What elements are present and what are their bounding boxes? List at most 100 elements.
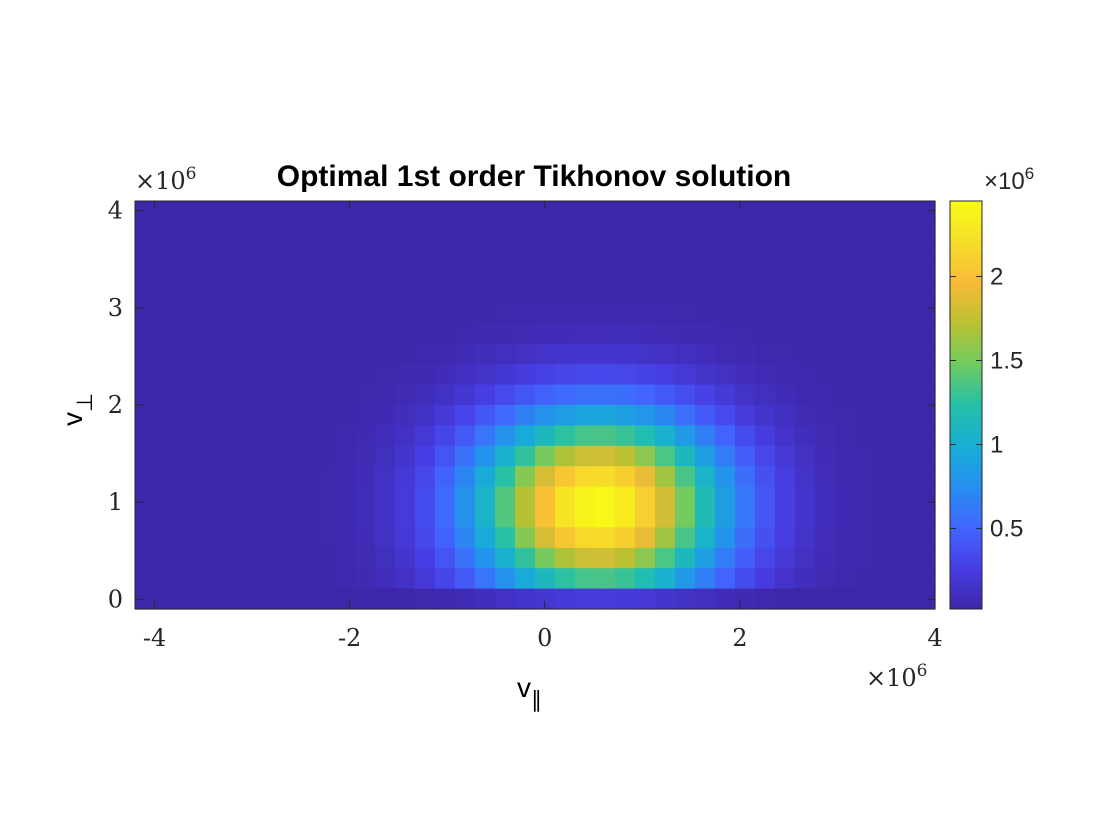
heatmap-cell <box>515 425 536 447</box>
heatmap-cell <box>655 466 676 488</box>
heatmap-cell <box>315 425 336 447</box>
heatmap-cell <box>175 568 196 590</box>
heatmap-cell <box>875 445 896 467</box>
heatmap-cell <box>215 282 236 304</box>
heatmap-cell <box>495 221 516 243</box>
heatmap-cell <box>635 384 656 406</box>
heatmap-cell <box>535 445 556 467</box>
heatmap-cell <box>255 486 276 508</box>
heatmap-cell <box>575 425 596 447</box>
heatmap-cell <box>335 405 356 426</box>
heatmap-cell <box>155 241 176 263</box>
heatmap-cell <box>455 343 476 365</box>
heatmap-cell <box>695 201 716 222</box>
heatmap-cell <box>895 405 916 426</box>
heatmap-cell <box>135 201 156 222</box>
heatmap-cell <box>535 466 556 488</box>
heatmap-cell <box>455 201 476 222</box>
heatmap-cell <box>915 527 936 549</box>
heatmap-cell <box>195 486 216 508</box>
heatmap-cell <box>595 486 616 508</box>
heatmap-cell <box>835 466 856 488</box>
heatmap-cell <box>775 568 796 590</box>
heatmap-cell <box>675 486 696 508</box>
heatmap-cell <box>315 405 336 426</box>
heatmap-cell <box>315 568 336 590</box>
heatmap-cell <box>655 527 676 549</box>
heatmap-cell <box>515 364 536 386</box>
heatmap-cell <box>795 547 816 569</box>
heatmap-cell <box>455 425 476 447</box>
heatmap-cell <box>875 588 896 610</box>
heatmap-cell <box>555 343 576 365</box>
heatmap-cell <box>175 343 196 365</box>
heatmap-cell <box>275 425 296 447</box>
heatmap-cell <box>835 201 856 222</box>
heatmap-cell <box>715 466 736 488</box>
heatmap-cell <box>275 262 296 284</box>
heatmap-cell <box>155 588 176 610</box>
heatmap-cell <box>495 201 516 222</box>
heatmap-cell <box>215 466 236 488</box>
heatmap-cell <box>875 323 896 345</box>
heatmap-cell <box>335 241 356 263</box>
heatmap-cell <box>455 221 476 243</box>
heatmap-cell <box>275 303 296 324</box>
heatmap-cell <box>375 241 396 263</box>
heatmap-cell <box>835 425 856 447</box>
heatmap-cell <box>215 425 236 447</box>
heatmap-cell <box>275 343 296 365</box>
heatmap-cell <box>395 527 416 549</box>
heatmap-cell <box>535 425 556 447</box>
heatmap-cell <box>795 405 816 426</box>
heatmap-cell <box>775 588 796 610</box>
heatmap-cell <box>555 241 576 263</box>
heatmap-cell <box>295 568 316 590</box>
heatmap-cell <box>715 303 736 324</box>
heatmap-cell <box>475 303 496 324</box>
heatmap-cell <box>195 201 216 222</box>
heatmap-cell <box>155 507 176 528</box>
heatmap-cell <box>715 588 736 610</box>
heatmap-cell <box>415 405 436 426</box>
heatmap-cell <box>215 241 236 263</box>
y-tick-label: 4 <box>108 197 123 225</box>
heatmap-cell <box>195 343 216 365</box>
heatmap-cell <box>395 445 416 467</box>
heatmap-cell <box>815 343 836 365</box>
heatmap-cell <box>255 507 276 528</box>
heatmap-cell <box>375 384 396 406</box>
heatmap-cell <box>595 588 616 610</box>
heatmap-cell <box>235 364 256 386</box>
heatmap-cell <box>635 201 656 222</box>
heatmap-cell <box>475 445 496 467</box>
heatmap-cell <box>855 486 876 508</box>
heatmap-cell <box>255 343 276 365</box>
heatmap-cell <box>515 262 536 284</box>
heatmap-cell <box>735 282 756 304</box>
heatmap-cell <box>695 568 716 590</box>
heatmap-cell <box>595 507 616 528</box>
heatmap-cell <box>135 425 156 447</box>
heatmap-cell <box>895 547 916 569</box>
heatmap-cell <box>915 507 936 528</box>
heatmap-cell <box>475 364 496 386</box>
heatmap-cell <box>135 303 156 324</box>
heatmap-cell <box>155 527 176 549</box>
heatmap-cell <box>155 262 176 284</box>
heatmap-cell <box>215 221 236 243</box>
heatmap-cell <box>535 486 556 508</box>
heatmap-cell <box>315 588 336 610</box>
heatmap-cell <box>915 282 936 304</box>
heatmap-cell <box>315 323 336 345</box>
heatmap-cell <box>695 384 716 406</box>
heatmap-cell <box>335 588 356 610</box>
heatmap-cell <box>175 323 196 345</box>
heatmap-cell <box>355 507 376 528</box>
heatmap-cell <box>535 303 556 324</box>
heatmap-cell <box>755 384 776 406</box>
heatmap-cell <box>195 588 216 610</box>
heatmap-cell <box>315 262 336 284</box>
heatmap-cell <box>455 527 476 549</box>
heatmap-cell <box>255 405 276 426</box>
